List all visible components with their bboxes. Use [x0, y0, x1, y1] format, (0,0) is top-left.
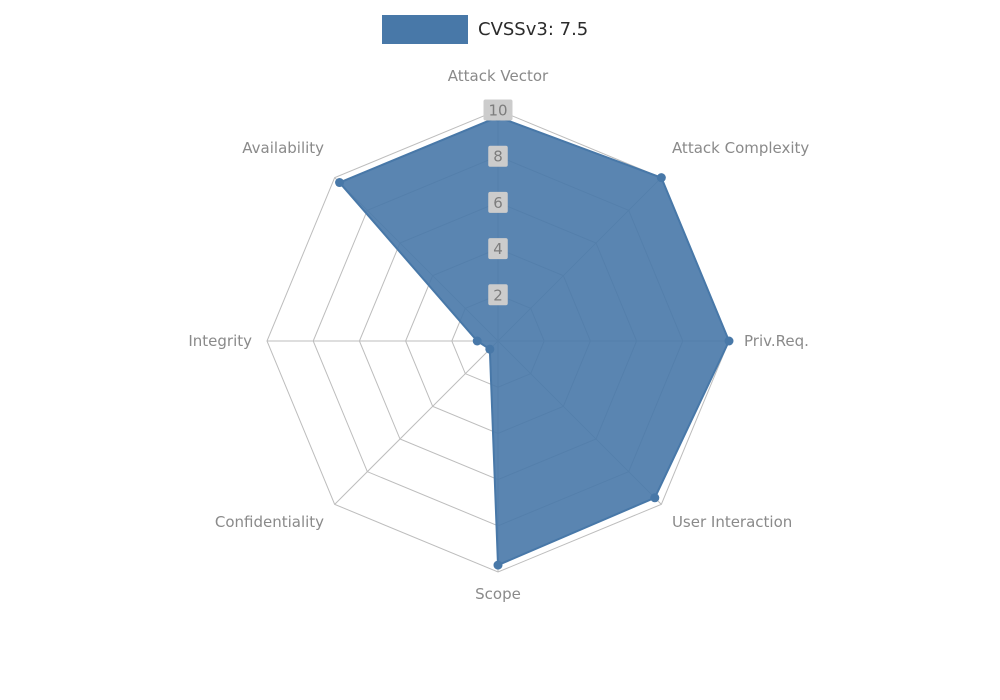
tick-label: 2 — [493, 286, 503, 304]
tick-label-bg — [488, 284, 508, 306]
tick-label: 8 — [493, 148, 503, 166]
tick-label-bg — [488, 238, 508, 260]
series-point — [724, 336, 734, 346]
series-point — [656, 173, 666, 183]
tick-label: 4 — [493, 240, 503, 258]
axis-label: Attack Complexity — [672, 139, 809, 157]
tick-label: 10 — [488, 102, 507, 120]
series-point — [472, 336, 482, 346]
legend-label: CVSSv3: 7.5 — [478, 19, 589, 40]
series-point — [485, 344, 495, 354]
tick-label-bg — [488, 145, 508, 167]
tick-label: 6 — [493, 194, 503, 212]
series-point — [493, 560, 503, 570]
radar-axis-line — [334, 340, 499, 505]
axis-label: User Interaction — [672, 513, 792, 531]
tick-label-bg — [483, 99, 513, 121]
axis-label: Attack Vector — [448, 67, 549, 85]
axis-label: Priv.Req. — [744, 332, 809, 350]
axis-label: Integrity — [188, 332, 252, 350]
axis-label: Availability — [242, 139, 324, 157]
series-point — [335, 178, 345, 188]
tick-label-bg — [488, 191, 508, 213]
axis-label: Scope — [475, 585, 521, 603]
series-point — [650, 493, 660, 503]
axis-label: Confidentiality — [215, 513, 324, 531]
legend: CVSSv3: 7.5 — [382, 15, 588, 44]
legend-swatch — [382, 15, 468, 44]
